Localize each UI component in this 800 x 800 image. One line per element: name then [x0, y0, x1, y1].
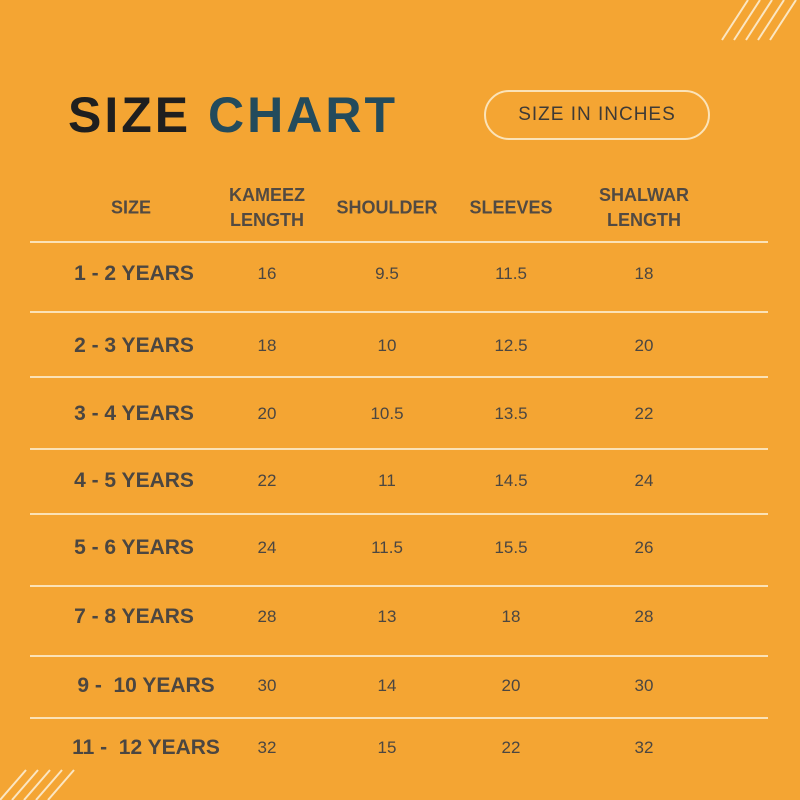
measurement: 20 — [634, 336, 654, 355]
measurement: 18 — [257, 336, 277, 355]
size-label: 1 - 2 YEARS — [74, 262, 194, 285]
measurement: 26 — [634, 538, 654, 557]
measurement: 15.5 — [494, 538, 528, 557]
row-divider — [30, 376, 768, 378]
measurement: 24 — [634, 471, 654, 490]
measurement: 24 — [257, 538, 277, 557]
measurement: 22 — [634, 404, 654, 423]
size-label: 7 - 8 YEARS — [74, 605, 194, 628]
measurement: 22 — [257, 471, 277, 490]
measurement: 18 — [634, 264, 654, 283]
row-divider — [30, 513, 768, 515]
measurement: 22 — [501, 738, 521, 757]
row-divider — [30, 241, 768, 243]
measurement: 30 — [634, 676, 654, 695]
size-label: 2 - 3 YEARS — [74, 334, 194, 357]
measurement: 14.5 — [494, 471, 528, 490]
measurement: 13.5 — [494, 404, 528, 423]
measurement: 28 — [257, 607, 277, 626]
measurement: 30 — [257, 676, 277, 695]
size-label: 5 - 6 YEARS — [74, 536, 194, 559]
row-divider — [30, 655, 768, 657]
measurement: 32 — [257, 738, 277, 757]
title: SIZE CHART — [68, 86, 398, 144]
measurement: 11 — [378, 471, 396, 490]
column-header: KAMEEZ LENGTH — [229, 185, 305, 230]
row-divider — [30, 311, 768, 313]
measurement: 20 — [257, 404, 277, 423]
measurement: 15 — [377, 738, 397, 757]
size-label: 11 - 12 YEARS — [72, 736, 220, 759]
badge: SIZE IN INCHES — [484, 90, 710, 140]
measurement: 20 — [501, 676, 521, 695]
measurement: 13 — [377, 607, 397, 626]
measurement: 12.5 — [494, 336, 528, 355]
size-label: 4 - 5 YEARS — [74, 469, 194, 492]
measurement: 16 — [257, 264, 277, 283]
measurement: 14 — [377, 676, 397, 695]
measurement: 11.5 — [495, 264, 527, 283]
measurement: 10.5 — [370, 404, 404, 423]
row-divider — [30, 585, 768, 587]
size-label: 9 - 10 YEARS — [77, 674, 215, 697]
column-header: SLEEVES — [469, 197, 553, 218]
row-divider — [30, 448, 768, 450]
row-divider — [30, 717, 768, 719]
title-part: CHART — [208, 87, 399, 143]
measurement: 11.5 — [371, 538, 403, 557]
title-part: SIZE — [68, 87, 192, 143]
size-label: 3 - 4 YEARS — [74, 402, 194, 425]
column-header: SHOULDER — [336, 197, 438, 218]
measurement: 28 — [634, 607, 654, 626]
column-header: SHALWAR LENGTH — [599, 185, 689, 230]
measurement: 9.5 — [375, 264, 399, 283]
column-header: SIZE — [110, 197, 152, 218]
measurement: 10 — [377, 336, 397, 355]
measurement: 32 — [634, 738, 654, 757]
measurement: 18 — [501, 607, 521, 626]
